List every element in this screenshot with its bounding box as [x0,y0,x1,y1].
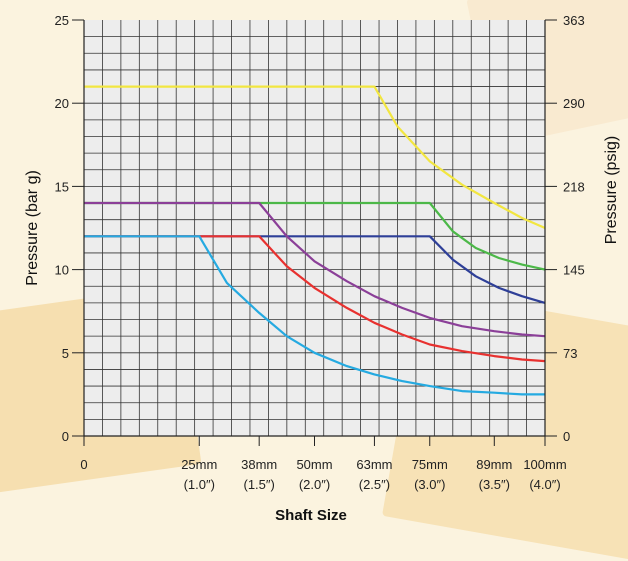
series-line-4 [84,201,546,338]
x-tick-sublabel: (1.0″) [184,477,215,492]
series-lines [84,85,546,396]
y-tick-label: 0 [62,429,69,444]
x-tick-label: 0 [80,457,87,472]
y-tick-label: 20 [55,96,69,111]
y-tick-label: 25 [55,13,69,28]
x-tick-sublabel: (2.0″) [299,477,330,492]
x-tick-sublabel: (3.5″) [479,477,510,492]
tick-labels: 0 5 10 15 20 25 0 73 145 218 290 363 0 25mm (1.0″) 38mm… [55,13,585,492]
y-tick-label: 15 [55,179,69,194]
series-line-6 [84,235,545,396]
axes [72,19,557,446]
y-axis-title: Pressure (bar g) [24,170,41,286]
y-right-tick-label: 0 [563,429,570,444]
grid-lines [84,20,545,436]
y-tick-label: 5 [62,346,69,361]
series-line-1 [84,85,546,230]
series-line-5 [84,235,546,363]
x-tick-sublabel: (4.0″) [529,477,560,492]
y-right-tick-label: 218 [563,179,585,194]
x-tick-sublabel: (3.0″) [414,477,445,492]
series-line-3 [84,235,546,304]
x-tick-label: 38mm [241,457,277,472]
x-tick-label: 50mm [296,457,332,472]
x-axis-title: Shaft Size [275,507,347,524]
x-tick-label: 63mm [356,457,392,472]
x-tick-sublabel: (1.5″) [244,477,275,492]
x-tick-label: 100mm [523,457,566,472]
x-tick-label: 89mm [476,457,512,472]
y-right-tick-label: 145 [563,263,585,278]
series-line-2 [84,201,546,271]
y-axis-right-title: Pressure (psig) [603,136,620,244]
x-tick-label: 75mm [412,457,448,472]
x-tick-label: 25mm [181,457,217,472]
x-tick-sublabel: (2.5″) [359,477,390,492]
y-right-tick-label: 290 [563,96,585,111]
y-tick-label: 10 [55,263,69,278]
plot-area [84,20,545,436]
pressure-chart: 0 5 10 15 20 25 0 73 145 218 290 363 0 25mm (1.0″) 38mm… [24,13,620,524]
y-right-tick-label: 73 [563,346,577,361]
y-right-tick-label: 363 [563,13,585,28]
